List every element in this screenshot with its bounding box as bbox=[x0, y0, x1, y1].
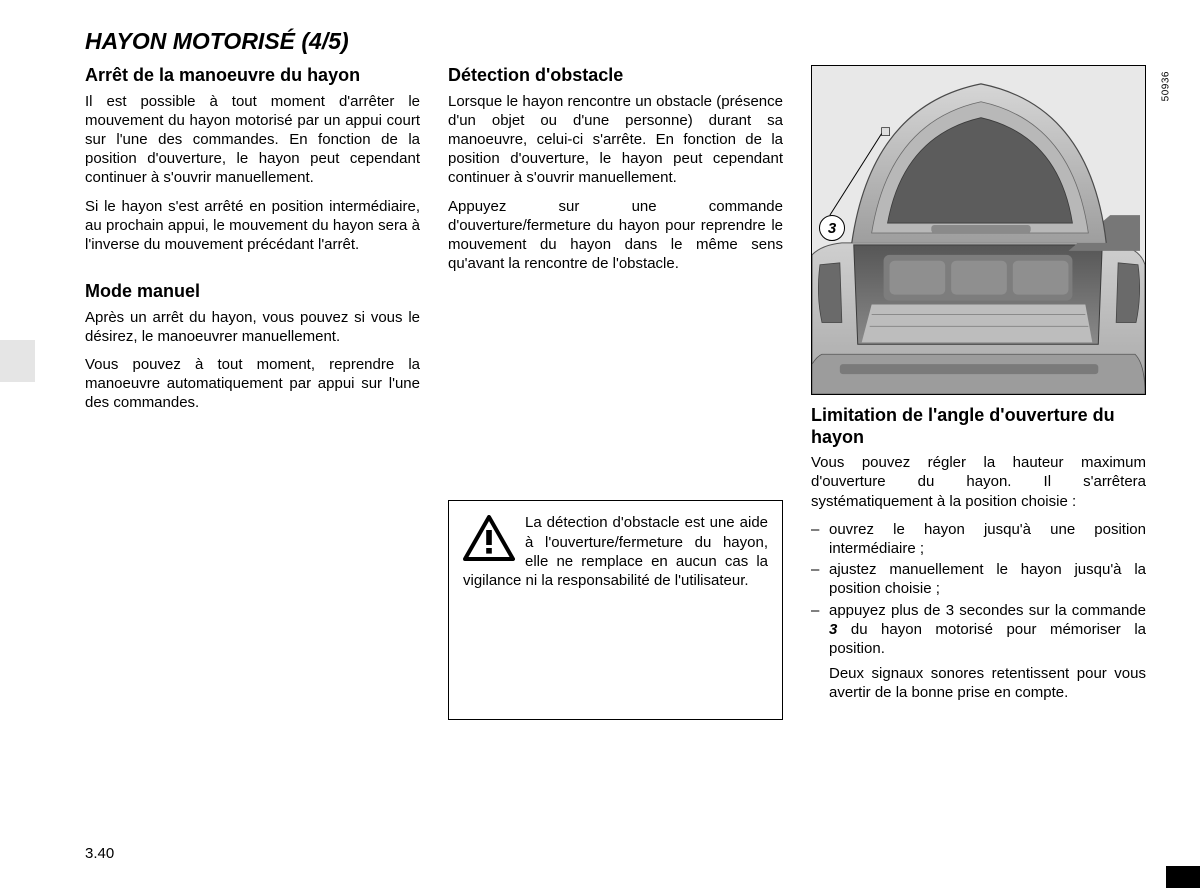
page-title: HAYON MOTORISÉ (4/5) bbox=[70, 28, 1170, 55]
warning-box: La détection d'obstacle est une aide à l… bbox=[448, 500, 783, 720]
heading-stop: Arrêt de la manoeuvre du hayon bbox=[85, 65, 420, 87]
para: Vous pouvez régler la hauteur maximum d'… bbox=[811, 453, 1146, 511]
list-item: appuyez plus de 3 secondes sur la comman… bbox=[811, 601, 1146, 659]
heading-angle: Limitation de l'angle d'ouverture du hay… bbox=[811, 405, 1146, 448]
heading-manual: Mode manuel bbox=[85, 281, 420, 303]
callout-number: 3 bbox=[819, 215, 845, 241]
tailgate-illustration bbox=[811, 65, 1146, 395]
manual-page: HAYON MOTORISÉ (4/5) Arrêt de la manoeuv… bbox=[0, 0, 1200, 888]
column-1: Arrêt de la manoeuvre du hayon Il est po… bbox=[85, 65, 420, 720]
li-text: appuyez plus de 3 secondes sur la comman… bbox=[829, 602, 1146, 619]
figure-tailgate: 50936 3 bbox=[811, 65, 1146, 395]
image-code: 50936 bbox=[1160, 71, 1171, 101]
para: Si le hayon s'est arrêté en position int… bbox=[85, 197, 420, 255]
steps-list: ouvrez le hayon jusqu'à une position int… bbox=[811, 520, 1146, 658]
column-2: Détection d'obstacle Lorsque le hayon re… bbox=[448, 65, 783, 720]
section-obstacle-detection: Détection d'obstacle Lorsque le hayon re… bbox=[448, 65, 783, 282]
section-opening-angle: Limitation de l'angle d'ouverture du hay… bbox=[811, 405, 1146, 702]
para: Il est possible à tout moment d'arrêter … bbox=[85, 92, 420, 188]
section-stop-operation: Arrêt de la manoeuvre du hayon Il est po… bbox=[85, 65, 420, 263]
list-note: Deux signaux sonores retentissent pour v… bbox=[811, 664, 1146, 702]
para: Après un arrêt du hayon, vous pouvez si … bbox=[85, 308, 420, 346]
heading-obstacle: Détection d'obstacle bbox=[448, 65, 783, 87]
li-text: du hayon motorisé pour mémoriser la posi… bbox=[829, 621, 1146, 657]
list-item: ouvrez le hayon jusqu'à une position int… bbox=[811, 520, 1146, 558]
section-tab bbox=[0, 340, 35, 382]
section-manual-mode: Mode manuel Après un arrêt du hayon, vou… bbox=[85, 281, 420, 422]
para: Appuyez sur une commande d'ouverture/fer… bbox=[448, 197, 783, 274]
corner-mark bbox=[1166, 866, 1200, 888]
warning-triangle-icon bbox=[463, 515, 515, 561]
para: Vous pouvez à tout moment, reprendre la … bbox=[85, 355, 420, 413]
list-item: ajustez manuellement le hayon jusqu'à la… bbox=[811, 560, 1146, 598]
figure-callout: 3 bbox=[819, 215, 845, 241]
column-3: 50936 3 Limitation de l'angle d'ouvertur… bbox=[811, 65, 1146, 720]
para: Lorsque le hayon rencontre un obstacle (… bbox=[448, 92, 783, 188]
content-columns: Arrêt de la manoeuvre du hayon Il est po… bbox=[70, 65, 1170, 720]
page-number: 3.40 bbox=[85, 845, 114, 862]
